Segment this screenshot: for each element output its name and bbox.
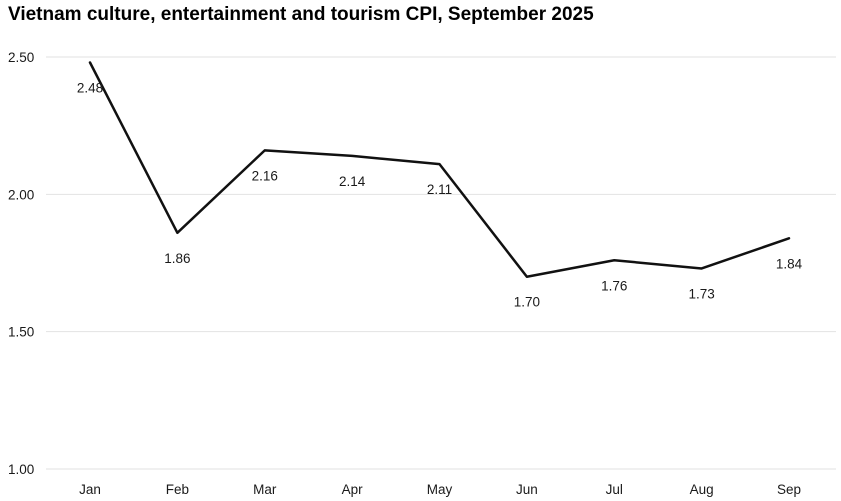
data-label: 1.76 — [601, 278, 627, 293]
x-axis-label: Jan — [79, 482, 101, 497]
y-tick-label: 2.50 — [8, 50, 34, 65]
x-axis-label: Jul — [606, 482, 623, 497]
y-tick-label: 2.00 — [8, 187, 34, 202]
data-label: 2.14 — [339, 174, 366, 189]
cpi-line-series — [88, 61, 791, 278]
data-label: 1.84 — [776, 256, 803, 271]
x-axis-label: May — [427, 482, 453, 497]
data-label: 2.48 — [77, 80, 103, 95]
data-label: 2.16 — [252, 168, 278, 183]
x-axis-label: Sep — [777, 482, 801, 497]
data-label: 2.11 — [427, 182, 452, 197]
x-axis-label: Aug — [690, 482, 714, 497]
x-axis-label: Feb — [166, 482, 189, 497]
y-tick-label: 1.50 — [8, 325, 34, 340]
x-axis-label: Jun — [516, 482, 538, 497]
data-label: 1.86 — [164, 251, 190, 266]
chart-title: Vietnam culture, entertainment and touri… — [8, 4, 594, 25]
x-axis-label: Apr — [342, 482, 364, 497]
x-axis-label: Mar — [253, 482, 277, 497]
data-label: 1.73 — [688, 286, 714, 301]
data-label: 1.70 — [514, 295, 540, 310]
y-tick-label: 1.00 — [8, 462, 34, 477]
